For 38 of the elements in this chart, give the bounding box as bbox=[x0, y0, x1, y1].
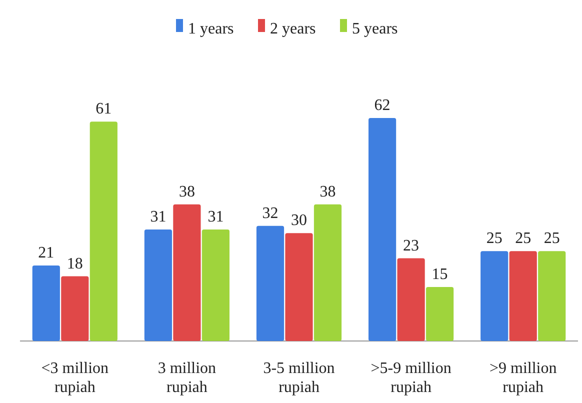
x-tick-label: 3-5 million rupiah bbox=[263, 360, 335, 396]
bar bbox=[32, 265, 60, 341]
bar bbox=[256, 226, 284, 341]
bar bbox=[426, 287, 454, 341]
data-label: 38 bbox=[320, 183, 336, 200]
bar bbox=[173, 204, 201, 341]
data-label: 38 bbox=[178, 183, 195, 200]
bar bbox=[480, 251, 508, 341]
data-label: 31 bbox=[208, 208, 224, 226]
bar bbox=[285, 233, 313, 341]
data-label: 30 bbox=[291, 212, 307, 230]
data-label: 21 bbox=[38, 244, 54, 262]
x-tick-label: >9 million rupiah bbox=[489, 360, 557, 396]
legend-label: 2 years bbox=[270, 20, 316, 38]
data-label: 25 bbox=[486, 230, 502, 248]
bar bbox=[538, 251, 566, 341]
bar bbox=[144, 230, 172, 341]
data-label: 25 bbox=[544, 230, 560, 248]
data-label: 25 bbox=[515, 230, 532, 248]
x-tick-label: <3 million rupiah bbox=[41, 360, 109, 396]
bar bbox=[202, 230, 230, 341]
x-tick-label: 3 million rupiah bbox=[158, 360, 216, 396]
bar bbox=[397, 258, 425, 341]
data-label: 18 bbox=[66, 255, 83, 272]
bar bbox=[61, 276, 89, 341]
bar bbox=[314, 204, 342, 341]
data-label: 15 bbox=[432, 266, 448, 284]
legend-label: 1 years bbox=[188, 20, 234, 38]
x-tick-label: >5-9 million rupiah bbox=[370, 360, 452, 396]
legend-label: 5 years bbox=[352, 20, 398, 38]
data-label: 32 bbox=[262, 204, 278, 222]
data-label: 31 bbox=[150, 208, 166, 226]
data-label: 23 bbox=[403, 237, 420, 254]
bar bbox=[90, 122, 118, 341]
data-label: 61 bbox=[96, 100, 112, 118]
bar bbox=[368, 118, 396, 341]
data-label: 62 bbox=[374, 97, 390, 114]
bar bbox=[509, 251, 537, 341]
